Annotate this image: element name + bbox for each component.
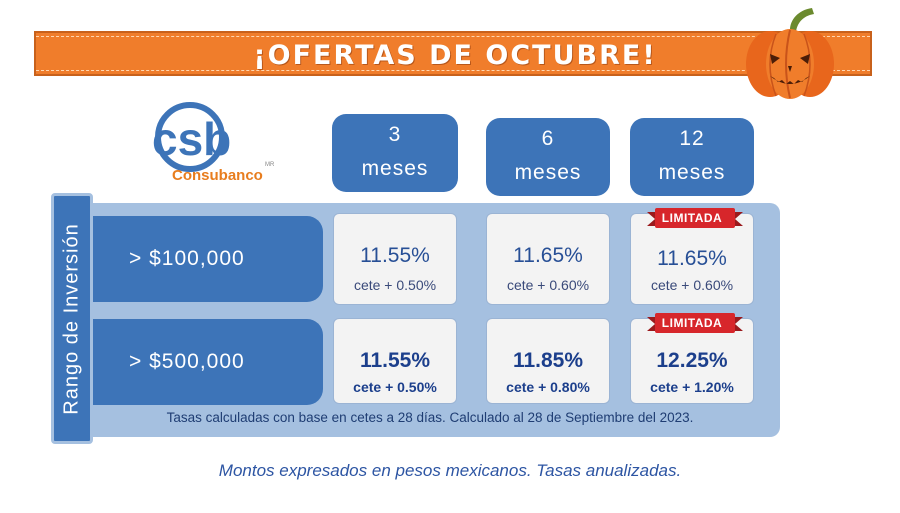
rate-cell: LIMITADA 11.65% cete + 0.60% bbox=[630, 208, 754, 305]
promo-banner: ¡OFERTAS DE OCTUBRE! bbox=[34, 31, 872, 76]
term-number: 3 bbox=[388, 123, 402, 146]
limited-badge: LIMITADA bbox=[661, 316, 723, 330]
banner-title: ¡OFERTAS DE OCTUBRE! bbox=[253, 40, 657, 71]
term-header-6: 6 meses bbox=[486, 118, 610, 196]
side-label-text: Rango de Inversión bbox=[60, 222, 83, 415]
rate-formula: cete + 0.60% bbox=[506, 277, 590, 293]
rate-formula: cete + 1.20% bbox=[650, 379, 734, 395]
logo-mr: MR bbox=[265, 162, 275, 168]
term-number: 12 bbox=[679, 127, 705, 150]
term-header-12: 12 meses bbox=[630, 118, 754, 196]
pumpkin-icon bbox=[746, 8, 834, 99]
rate-value: 11.65% bbox=[657, 247, 727, 270]
rate-value: 11.85% bbox=[512, 349, 584, 372]
row-label-100k: > $100,000 bbox=[93, 216, 323, 302]
rate-cell: 11.55% cete + 0.50% bbox=[333, 213, 457, 305]
rate-cell: 11.55% cete + 0.50% bbox=[333, 318, 457, 404]
rate-cell: LIMITADA 12.25% cete + 1.20% bbox=[630, 313, 754, 404]
term-header-3: 3 meses bbox=[332, 114, 458, 192]
limited-badge: LIMITADA bbox=[661, 211, 723, 225]
rates-note: Tasas calculadas con base en cetes a 28 … bbox=[166, 410, 694, 425]
limitada-ribbon-icon bbox=[647, 208, 743, 228]
rate-formula: cete + 0.50% bbox=[353, 277, 437, 293]
logo-name: Consubanco bbox=[172, 167, 263, 184]
consubanco-logo: csb Consubanco MR bbox=[142, 97, 282, 197]
banner-stitching bbox=[36, 36, 870, 71]
rate-value: 11.55% bbox=[359, 349, 431, 372]
rate-value: 12.25% bbox=[656, 349, 728, 372]
rate-formula: cete + 0.50% bbox=[353, 379, 437, 395]
rate-value: 11.65% bbox=[513, 244, 583, 267]
logo-mark-text: csb bbox=[152, 113, 231, 165]
rate-value: 11.55% bbox=[360, 244, 430, 267]
rate-formula: cete + 0.60% bbox=[650, 277, 734, 293]
rate-cell: 11.65% cete + 0.60% bbox=[486, 213, 610, 305]
rate-formula: cete + 0.80% bbox=[506, 379, 590, 395]
term-number: 6 bbox=[541, 127, 555, 150]
rate-cell: 11.85% cete + 0.80% bbox=[486, 318, 610, 404]
row-label-500k: > $500,000 bbox=[93, 319, 323, 405]
footer-note: Montos expresados en pesos mexicanos. Ta… bbox=[218, 461, 682, 480]
term-unit: meses bbox=[658, 161, 726, 184]
term-unit: meses bbox=[514, 161, 582, 184]
csb-logo-mark: csb bbox=[152, 102, 231, 172]
term-unit: meses bbox=[361, 157, 429, 180]
limitada-ribbon-icon bbox=[647, 313, 743, 333]
investment-range-label: Rango de Inversión bbox=[51, 193, 93, 444]
